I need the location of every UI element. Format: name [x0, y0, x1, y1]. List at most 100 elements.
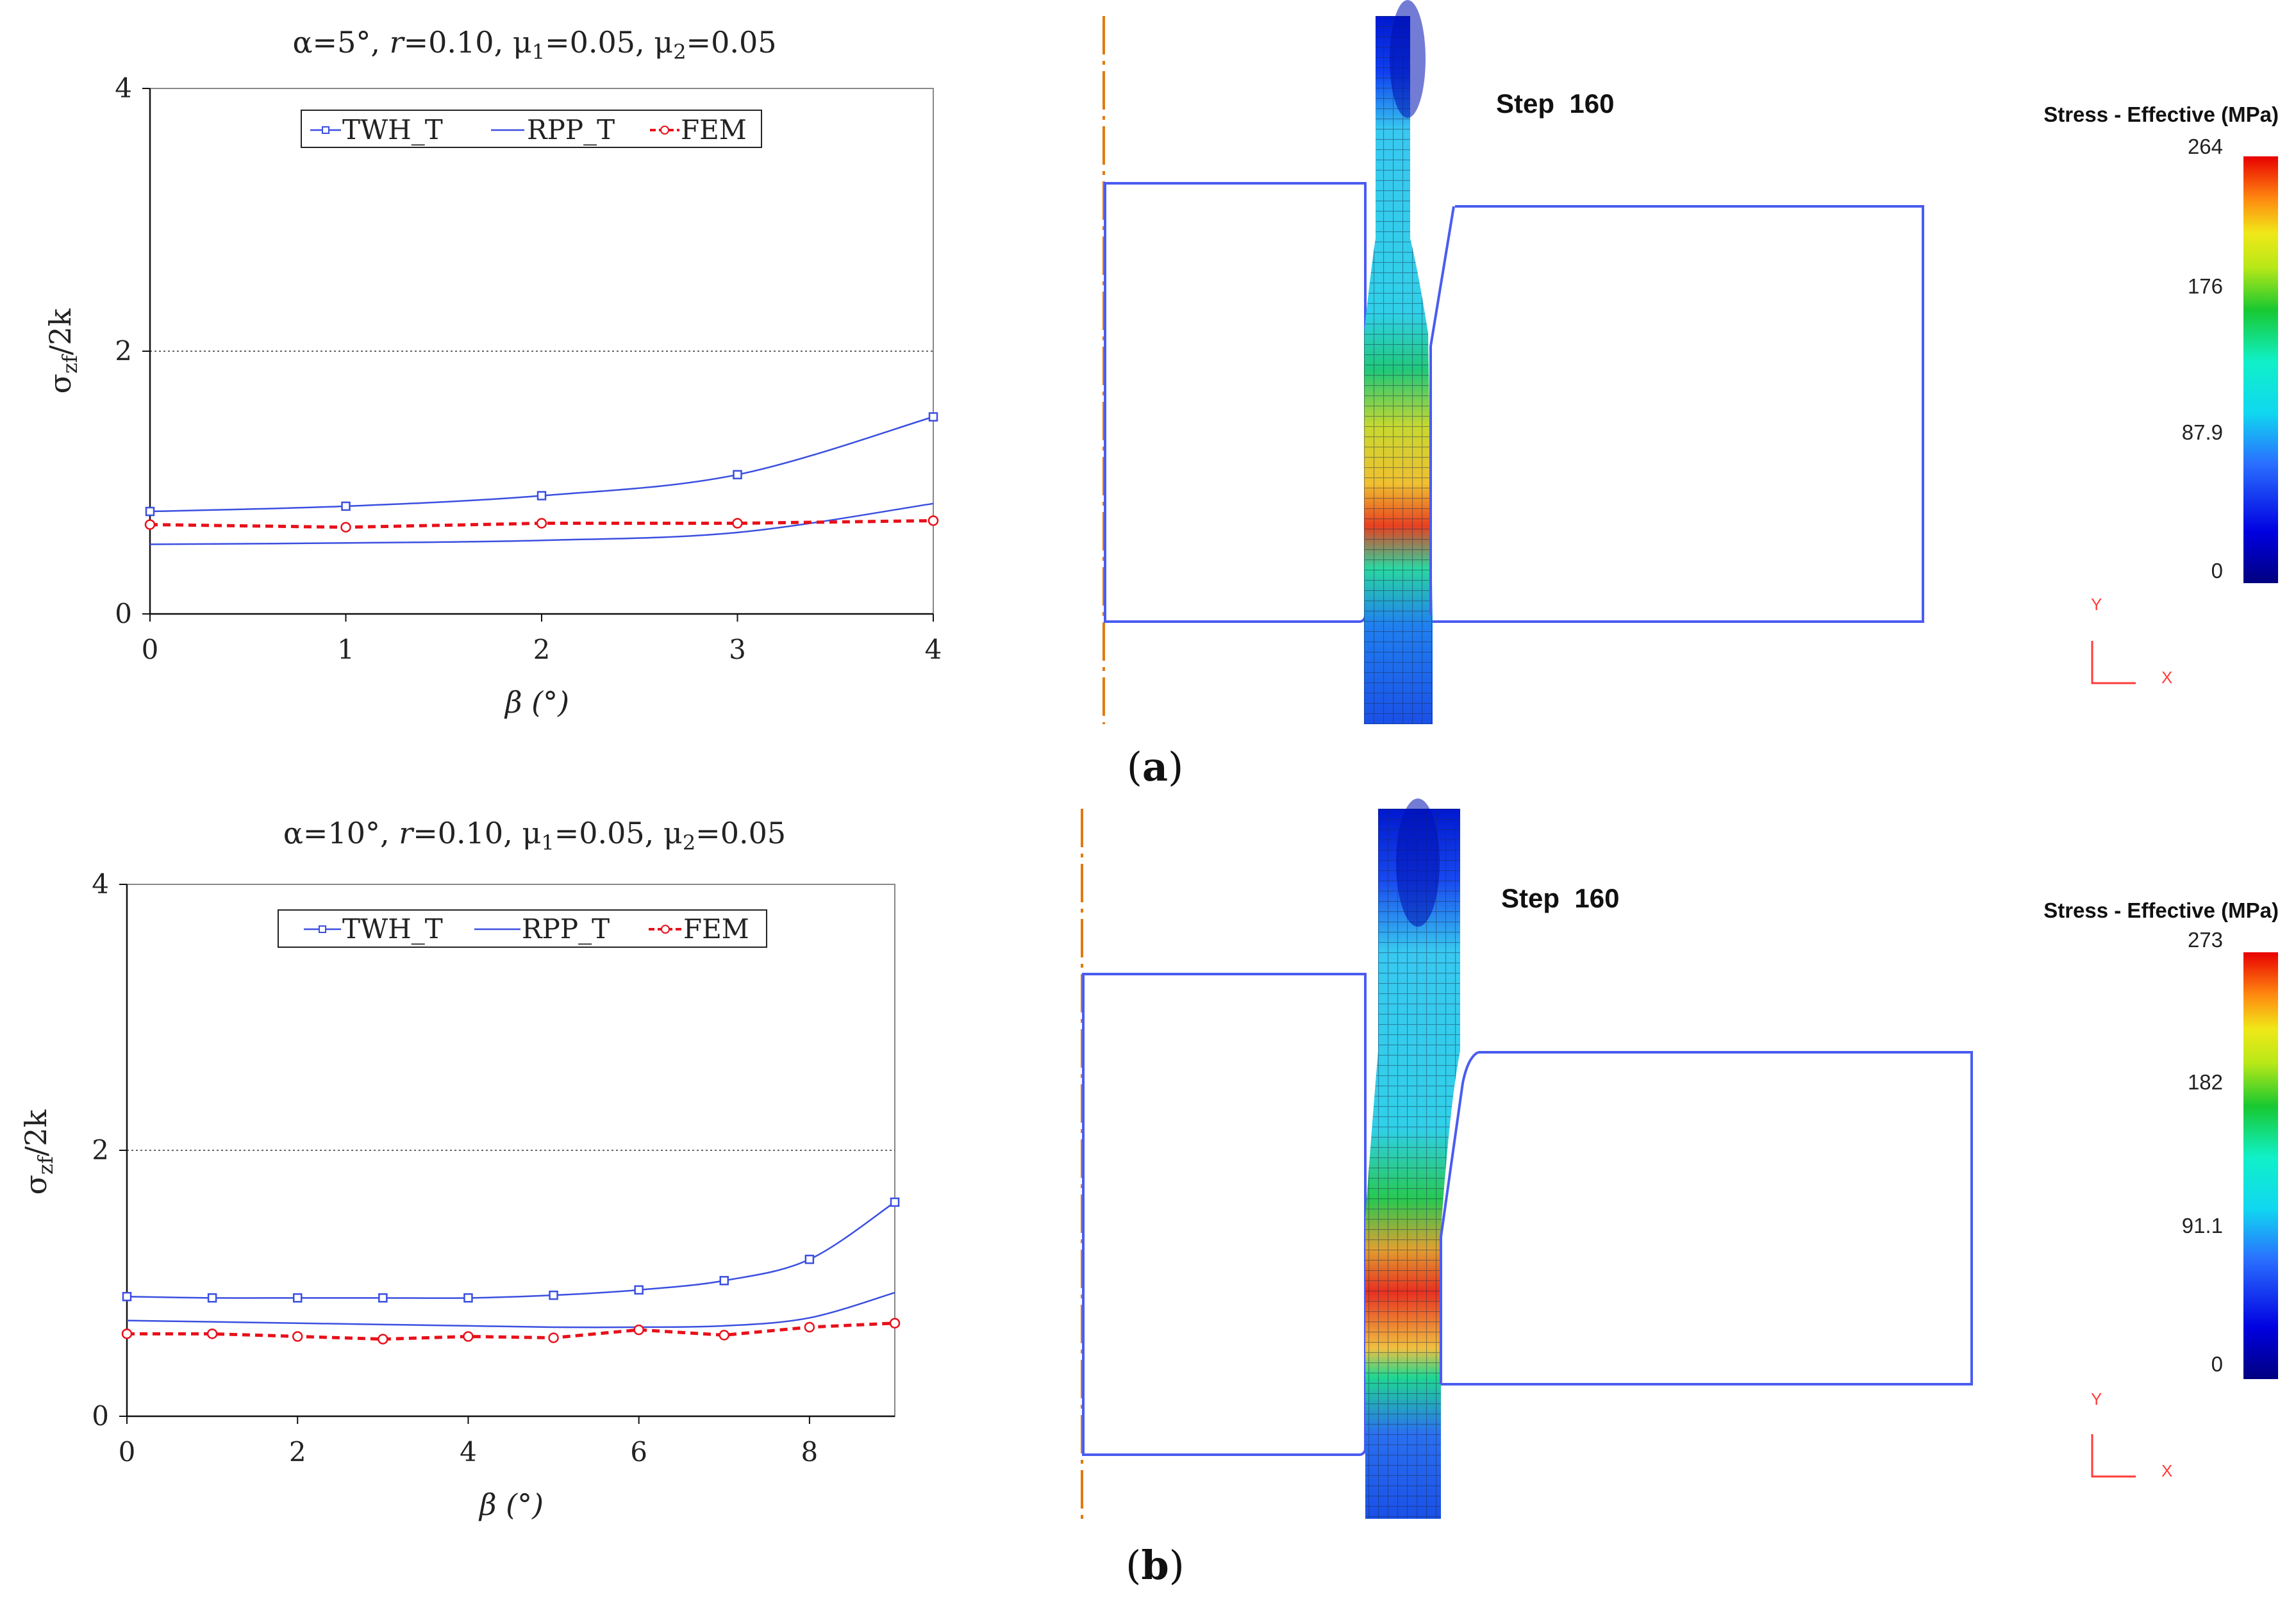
step-label: Step 160: [1501, 883, 1619, 913]
data-point-twh-t: [378, 1293, 388, 1303]
chart-a-legend: TWH_T RPP_T FEM: [301, 110, 762, 148]
scale-tick: 182: [2188, 1070, 2223, 1094]
legend-rpp-t: RPP_T: [527, 114, 615, 145]
legend-fem: FEM: [681, 114, 747, 145]
billet-mesh-grid: [1364, 16, 1433, 724]
data-point-twh-t: [463, 1293, 473, 1303]
chart-b-ylabel-part: zf: [33, 1155, 58, 1175]
x-tick-label: 4: [460, 1436, 477, 1468]
data-point-twh-t: [292, 1293, 303, 1303]
chart-a-title: α=5°, r=0.10, μ1=0.05, μ2=0.05: [292, 25, 776, 64]
scale-tick: 273: [2188, 928, 2223, 952]
chart-a-ylabel: σzf/2k: [43, 308, 82, 394]
chart-a-title-part: 1: [532, 40, 545, 64]
x-tick-label: 2: [533, 634, 551, 665]
chart-a-xlabel: β (°): [504, 685, 569, 720]
panel-label-letter: b: [1141, 1542, 1169, 1589]
x-tick-label: 4: [925, 634, 942, 665]
x-tick-label: 0: [142, 634, 159, 665]
chart-a-ylabel-part: σ: [43, 374, 78, 393]
die-right-outline: [1431, 205, 1924, 623]
chart-b-title-part: 1: [541, 831, 554, 855]
data-point-fem: [536, 518, 547, 529]
axis-y-label: Y: [2091, 1389, 2102, 1409]
chart-a-ylabel-part: /2k: [43, 308, 78, 356]
die-left-outline: [1082, 973, 1367, 1456]
chart-a-title-part: =0.05, μ: [545, 25, 673, 60]
series-line-rpp-t: [126, 1291, 895, 1328]
chart-a-title-part: r: [390, 25, 406, 60]
axis-triad: Y X: [2091, 1389, 2172, 1480]
low-stress-zone: [1396, 798, 1440, 927]
chart-a-title-part: α=5°,: [292, 25, 389, 60]
data-point-fem: [633, 1324, 644, 1336]
data-point-fem: [719, 1330, 730, 1341]
chart-b-axes: 0 2 4 6 8 0 2 4: [92, 868, 895, 1468]
axis-y-label: Y: [2091, 595, 2102, 614]
legend-fem: FEM: [683, 913, 749, 945]
axis-x-label: X: [2161, 668, 2172, 687]
data-point-fem: [463, 1331, 474, 1342]
chart-a-series: [144, 412, 939, 545]
chart-a: α=5°, r=0.10, μ1=0.05, μ2=0.05 0 1 2 3 4024 …: [43, 25, 942, 720]
chart-b-title-part: =0.10, μ: [413, 816, 541, 850]
data-point-twh-t: [122, 1292, 132, 1302]
billet-mesh-grid: [1365, 809, 1460, 1519]
step-label: Step 160: [1496, 88, 1614, 119]
scale-tick: 0: [2211, 559, 2223, 583]
data-point-fem: [340, 522, 351, 533]
axis-triad: Y X: [2091, 595, 2172, 687]
axis-x-label: X: [2161, 1461, 2172, 1480]
chart-b-title-part: 2: [683, 831, 695, 855]
data-point-twh-t: [549, 1290, 558, 1300]
panel-label-a: (a): [1127, 743, 1184, 790]
chart-b-ylabel-part: /2k: [19, 1109, 53, 1157]
chart-b-plot-area: [126, 884, 895, 1417]
series-line-twh-t: [126, 1201, 895, 1299]
data-point-twh-t: [928, 412, 938, 422]
billet-die-contact: [1440, 1051, 1479, 1384]
data-point-fem: [378, 1334, 388, 1344]
scale-tick: 264: [2188, 135, 2223, 158]
chart-b-ylabel-part: σ: [19, 1175, 53, 1195]
y-tick-label: 0: [92, 1400, 109, 1432]
die-right-outline: [1440, 1051, 1973, 1386]
x-tick-label: 8: [801, 1436, 819, 1468]
data-point-twh-t: [341, 501, 351, 511]
chart-b-ylabel: σzf/2k: [19, 1109, 58, 1195]
die-left-outline: [1104, 182, 1367, 623]
legend-twh-t: TWH_T: [342, 913, 443, 945]
chart-b-legend: TWH_T RPP_T FEM: [278, 909, 767, 948]
data-point-fem: [144, 519, 156, 530]
y-tick-label: 4: [115, 72, 132, 104]
chart-b-title-part: r: [399, 816, 415, 850]
chart-b-title: α=10°, r=0.10, μ1=0.05, μ2=0.05: [283, 816, 786, 855]
y-tick-label: 2: [92, 1134, 109, 1166]
data-point-twh-t: [634, 1285, 644, 1295]
data-point-fem: [206, 1328, 218, 1339]
scale-tick: 91.1: [2182, 1214, 2223, 1237]
stress-colorbar: [2243, 952, 2278, 1379]
chart-a-axes: 0 1 2 3 4 0 2 4: [115, 72, 942, 665]
data-point-fem: [928, 515, 939, 526]
chart-b-title-part: =0.05: [695, 816, 786, 850]
chart-b: α=10°, r=0.10, μ1=0.05, μ2=0.05 0 2 4 6 8024…: [19, 816, 901, 1522]
chart-a-title-part: =0.10, μ: [404, 25, 532, 60]
data-point-fem: [804, 1321, 815, 1333]
chart-a-ylabel-part: zf: [58, 354, 82, 374]
chart-a-title-part: =0.05: [686, 25, 777, 60]
scale-tick: 0: [2211, 1352, 2223, 1376]
billet-die-contact: [1429, 206, 1455, 615]
chart-b-title-part: α=10°,: [283, 816, 399, 850]
legend-rpp-t: RPP_T: [522, 913, 610, 945]
data-point-fem: [548, 1332, 559, 1343]
y-tick-label: 4: [92, 868, 109, 900]
x-tick-label: 1: [337, 634, 354, 665]
fem-panel-b: Step 160 Stress - Effective (MPa) 273 18…: [1081, 798, 2279, 1589]
chart-b-xlabel: β (°): [478, 1487, 544, 1522]
y-tick-label: 0: [115, 598, 132, 629]
stress-legend-title: Stress - Effective (MPa): [2043, 103, 2279, 126]
scale-tick: 176: [2188, 274, 2223, 298]
data-point-twh-t: [719, 1276, 729, 1286]
